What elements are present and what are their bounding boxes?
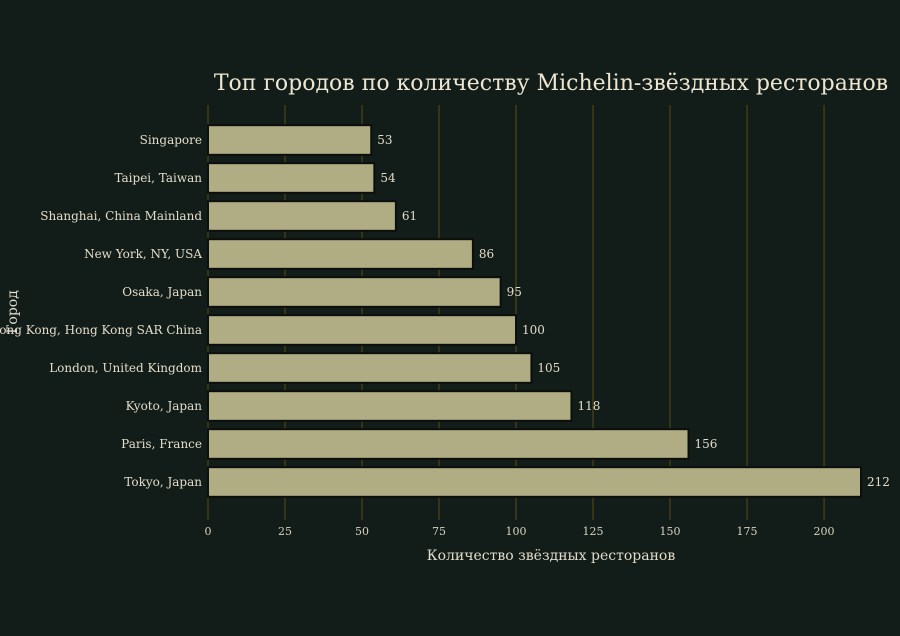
x-tick-label: 75: [432, 525, 446, 538]
bar: [207, 200, 397, 232]
value-label: 54: [380, 171, 396, 185]
category-label: Tokyo, Japan: [124, 475, 202, 489]
value-label: 86: [479, 247, 494, 261]
bar: [207, 124, 373, 156]
bar: [207, 352, 533, 384]
value-label: 156: [695, 437, 718, 451]
x-tick-labels: 0 25 50 75 100 125 150 175 200: [205, 525, 835, 538]
category-label: Hong Kong, Hong Kong SAR China: [0, 323, 202, 337]
value-label: 53: [377, 133, 392, 147]
category-label: Taipei, Taiwan: [114, 171, 202, 185]
bar: [207, 428, 690, 460]
bar: [207, 276, 502, 308]
bar: [207, 466, 862, 498]
category-label: London, United Kingdom: [49, 361, 202, 375]
value-label: 118: [577, 399, 600, 413]
chart-title: Топ городов по количеству Michelin-звёзд…: [214, 71, 888, 96]
value-label: 105: [537, 361, 560, 375]
category-label: Osaka, Japan: [122, 285, 202, 299]
bars: [207, 124, 862, 498]
x-tick-label: 150: [660, 525, 681, 538]
value-label: 100: [522, 323, 545, 337]
y-axis-title: Город: [5, 290, 21, 334]
x-tick-label: 0: [205, 525, 212, 538]
x-tick-label: 200: [814, 525, 835, 538]
category-label: New York, NY, USA: [84, 247, 202, 261]
category-label: Shanghai, China Mainland: [40, 209, 202, 223]
bar: [207, 238, 474, 270]
x-tick-label: 100: [506, 525, 527, 538]
category-label: Kyoto, Japan: [126, 399, 203, 413]
value-label: 212: [867, 475, 890, 489]
category-label: Paris, France: [121, 437, 202, 451]
x-tick-label: 175: [737, 525, 758, 538]
bar: [207, 390, 573, 422]
category-label: Singapore: [140, 133, 202, 147]
value-label: 61: [402, 209, 417, 223]
value-label: 95: [507, 285, 522, 299]
x-tick-label: 125: [583, 525, 604, 538]
x-axis-title: Количество звёздных ресторанов: [427, 548, 676, 564]
x-tick-label: 25: [278, 525, 292, 538]
value-labels: 53 54 61 86 95 100 105 118 156 212: [377, 133, 890, 489]
category-labels: Singapore Taipei, Taiwan Shanghai, China M…: [0, 133, 203, 489]
x-tick-label: 50: [355, 525, 369, 538]
bar: [207, 162, 376, 194]
bar: [207, 314, 518, 346]
